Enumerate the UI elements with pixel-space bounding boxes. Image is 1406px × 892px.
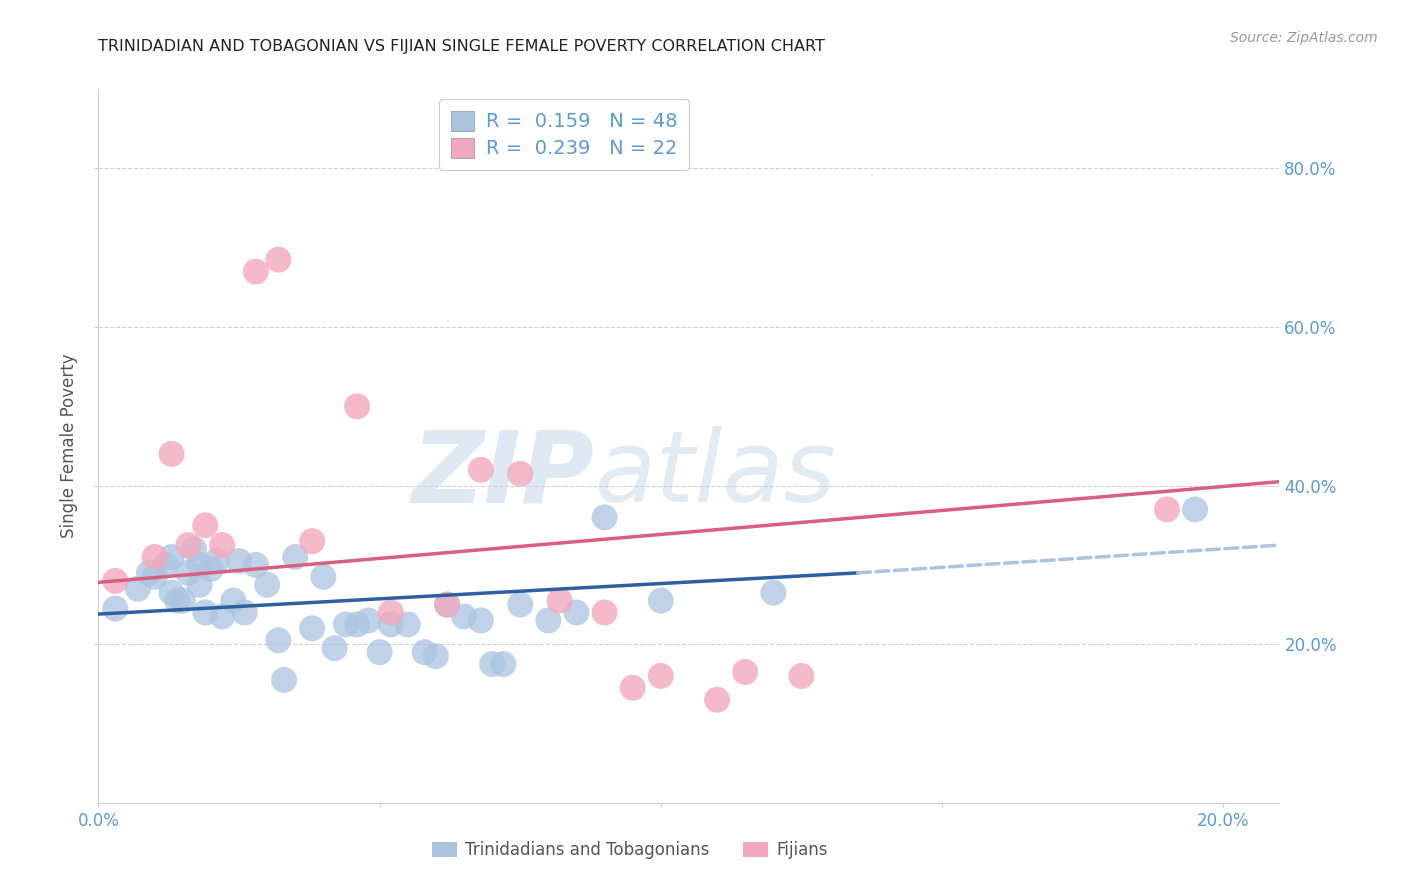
Point xyxy=(245,264,267,278)
Point xyxy=(509,598,531,612)
Point xyxy=(188,558,211,572)
Point xyxy=(143,570,166,584)
Point xyxy=(138,566,160,580)
Point xyxy=(621,681,644,695)
Y-axis label: Single Female Poverty: Single Female Poverty xyxy=(60,354,79,538)
Point xyxy=(470,463,492,477)
Point xyxy=(211,609,233,624)
Point xyxy=(790,669,813,683)
Point xyxy=(104,574,127,588)
Point xyxy=(160,549,183,564)
Point xyxy=(228,554,250,568)
Point xyxy=(155,558,177,572)
Point xyxy=(245,558,267,572)
Point xyxy=(380,606,402,620)
Point xyxy=(160,585,183,599)
Point xyxy=(301,621,323,635)
Point xyxy=(565,606,588,620)
Text: TRINIDADIAN AND TOBAGONIAN VS FIJIAN SINGLE FEMALE POVERTY CORRELATION CHART: TRINIDADIAN AND TOBAGONIAN VS FIJIAN SIN… xyxy=(98,38,825,54)
Point xyxy=(301,534,323,549)
Point xyxy=(396,617,419,632)
Point xyxy=(346,400,368,414)
Point xyxy=(312,570,335,584)
Point xyxy=(194,518,217,533)
Point xyxy=(323,641,346,656)
Point xyxy=(650,593,672,607)
Point xyxy=(160,447,183,461)
Point xyxy=(267,633,290,648)
Point xyxy=(267,252,290,267)
Point xyxy=(380,617,402,632)
Point xyxy=(177,566,200,580)
Point xyxy=(470,614,492,628)
Point xyxy=(183,542,205,557)
Point xyxy=(1156,502,1178,516)
Point xyxy=(200,562,222,576)
Point xyxy=(425,649,447,664)
Point xyxy=(166,593,188,607)
Point xyxy=(706,692,728,706)
Legend: Trinidadians and Tobagonians, Fijians: Trinidadians and Tobagonians, Fijians xyxy=(425,835,835,866)
Point xyxy=(734,665,756,679)
Point xyxy=(284,549,307,564)
Point xyxy=(481,657,503,671)
Point xyxy=(548,593,571,607)
Point xyxy=(104,601,127,615)
Point xyxy=(194,606,217,620)
Point xyxy=(593,606,616,620)
Point xyxy=(211,538,233,552)
Point xyxy=(222,593,245,607)
Point xyxy=(335,617,357,632)
Point xyxy=(537,614,560,628)
Point xyxy=(650,669,672,683)
Point xyxy=(436,598,458,612)
Point xyxy=(143,549,166,564)
Point xyxy=(346,617,368,632)
Point xyxy=(205,554,228,568)
Text: ZIP: ZIP xyxy=(412,426,595,523)
Point xyxy=(188,578,211,592)
Text: Source: ZipAtlas.com: Source: ZipAtlas.com xyxy=(1230,31,1378,45)
Point xyxy=(256,578,278,592)
Point xyxy=(273,673,295,687)
Point xyxy=(127,582,149,596)
Point xyxy=(509,467,531,481)
Point xyxy=(233,606,256,620)
Point xyxy=(413,645,436,659)
Point xyxy=(1184,502,1206,516)
Point xyxy=(357,614,380,628)
Point xyxy=(436,598,458,612)
Text: atlas: atlas xyxy=(595,426,837,523)
Point xyxy=(177,538,200,552)
Point xyxy=(492,657,515,671)
Point xyxy=(453,609,475,624)
Point xyxy=(593,510,616,524)
Point xyxy=(762,585,785,599)
Point xyxy=(368,645,391,659)
Point xyxy=(172,593,194,607)
